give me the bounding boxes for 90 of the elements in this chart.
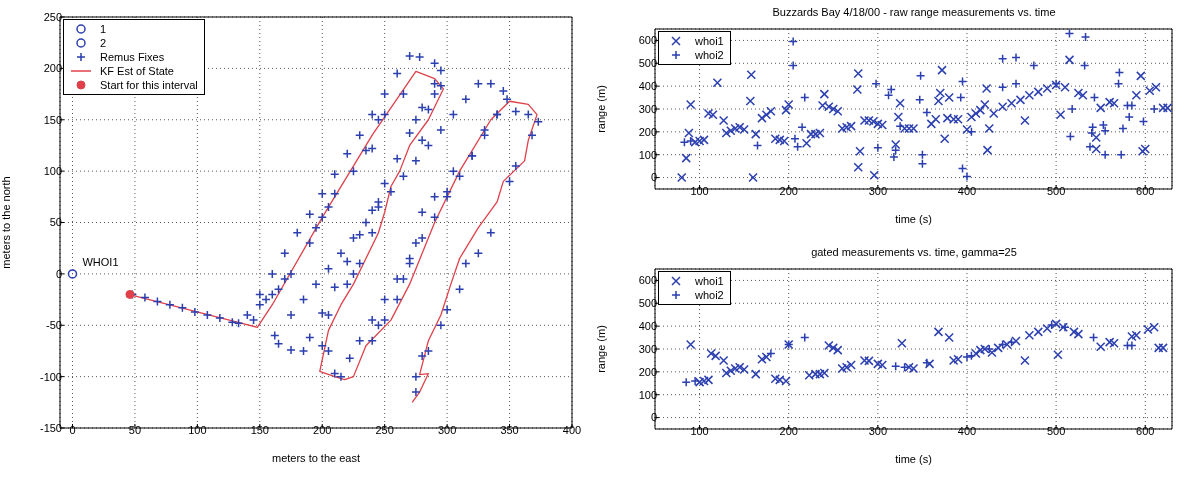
x-tick-label: 250 (375, 423, 394, 436)
y-tick-label: 100 (638, 148, 657, 161)
x-tick-label: 100 (188, 423, 207, 436)
point (1127, 340, 1137, 351)
annotation: WHOI1 (82, 255, 119, 268)
legend-label: Start for this interval (100, 78, 198, 92)
y-tick-label: 400 (638, 320, 657, 333)
legend-label: whoi1 (695, 274, 724, 288)
legend-label: whoi2 (695, 48, 724, 62)
x-tick-label: 400 (562, 423, 582, 436)
point (788, 36, 798, 47)
x-tick-label: 300 (868, 424, 888, 437)
x-tick-label: 500 (1046, 424, 1066, 437)
x-tick-label: 200 (779, 184, 798, 197)
x-tick-label: 600 (1136, 184, 1155, 197)
point (1080, 32, 1091, 42)
point (1116, 149, 1126, 160)
y-tick-label: 500 (638, 297, 657, 310)
y-tick-label: 50 (49, 216, 62, 229)
point (800, 92, 810, 103)
point (1046, 320, 1057, 330)
point (1100, 149, 1110, 160)
point (681, 377, 691, 387)
x-tick-label: 150 (250, 423, 269, 436)
x-tick-label: 300 (868, 184, 888, 197)
point (914, 95, 925, 105)
x-tick-label: 100 (690, 184, 709, 197)
legend-label: whoi1 (695, 34, 724, 48)
point (1118, 123, 1128, 134)
x-tick-label: 350 (500, 423, 519, 436)
y-tick-label: -100 (39, 370, 62, 383)
point (966, 127, 977, 137)
y-axis-title: range (m) (594, 85, 607, 133)
y-tick-label: 0 (55, 267, 62, 280)
point (871, 79, 881, 89)
point (1006, 337, 1017, 347)
point (890, 361, 901, 371)
y-tick-label: 300 (638, 342, 657, 355)
point (1011, 52, 1021, 63)
legend-label: 2 (100, 36, 107, 50)
y-tick-label: 600 (638, 274, 657, 287)
x-axis-title: meters to the east (271, 452, 361, 464)
legend-label: whoi2 (695, 288, 724, 302)
y-tick-label: 100 (43, 165, 62, 178)
x-tick-label: 400 (957, 424, 977, 437)
point (1113, 79, 1124, 89)
point (1127, 100, 1137, 111)
y-tick-label: 400 (638, 80, 657, 93)
point (915, 71, 926, 81)
point (917, 159, 928, 169)
y-tick-label: 300 (638, 102, 657, 115)
x-tick-label: 200 (313, 423, 332, 436)
x-tick-label: 50 (128, 423, 142, 436)
point (886, 84, 896, 95)
legend-label: 1 (100, 22, 107, 36)
point (685, 136, 696, 146)
x-tick-label: 500 (1046, 184, 1066, 197)
x-axis-title: time (s) (895, 453, 932, 465)
chart-title: Buzzards Bay 4/18/00 - raw range measurements vs. time (771, 6, 1057, 18)
point (800, 332, 810, 343)
point (962, 171, 972, 182)
y-tick-label: 0 (650, 411, 657, 424)
point (966, 351, 977, 361)
legend-label: KF Est of State (100, 64, 174, 78)
y-tick-label: -150 (39, 421, 62, 434)
point (890, 145, 901, 155)
x-tick-label: 100 (690, 424, 709, 437)
legend-label: Remus Fixes (100, 50, 165, 64)
y-axis-title: range (m) (594, 325, 607, 373)
y-tick-label: -50 (46, 319, 62, 332)
point (797, 122, 807, 133)
y-tick-label: 150 (43, 113, 62, 126)
y-tick-label: 600 (638, 34, 657, 47)
point (788, 60, 798, 71)
y-tick-label: 200 (43, 62, 62, 75)
x-tick-label: 400 (957, 184, 977, 197)
y-tick-label: 0 (650, 171, 657, 184)
x-tick-label: 200 (779, 424, 798, 437)
point (1029, 60, 1039, 71)
y-tick-label: 100 (638, 388, 657, 401)
y-tick-label: 500 (638, 57, 657, 70)
x-axis-title: time (s) (895, 213, 932, 225)
x-tick-label: 600 (1136, 424, 1155, 437)
y-tick-label: 250 (43, 10, 62, 23)
y-tick-label: 200 (638, 365, 657, 378)
x-tick-label: 300 (437, 423, 457, 436)
y-tick-label: 200 (638, 125, 657, 138)
y-axis-title: meters to the north (0, 176, 12, 269)
point (873, 143, 883, 153)
chart-title: gated measurements vs. time, gamma=25 (810, 246, 1018, 258)
